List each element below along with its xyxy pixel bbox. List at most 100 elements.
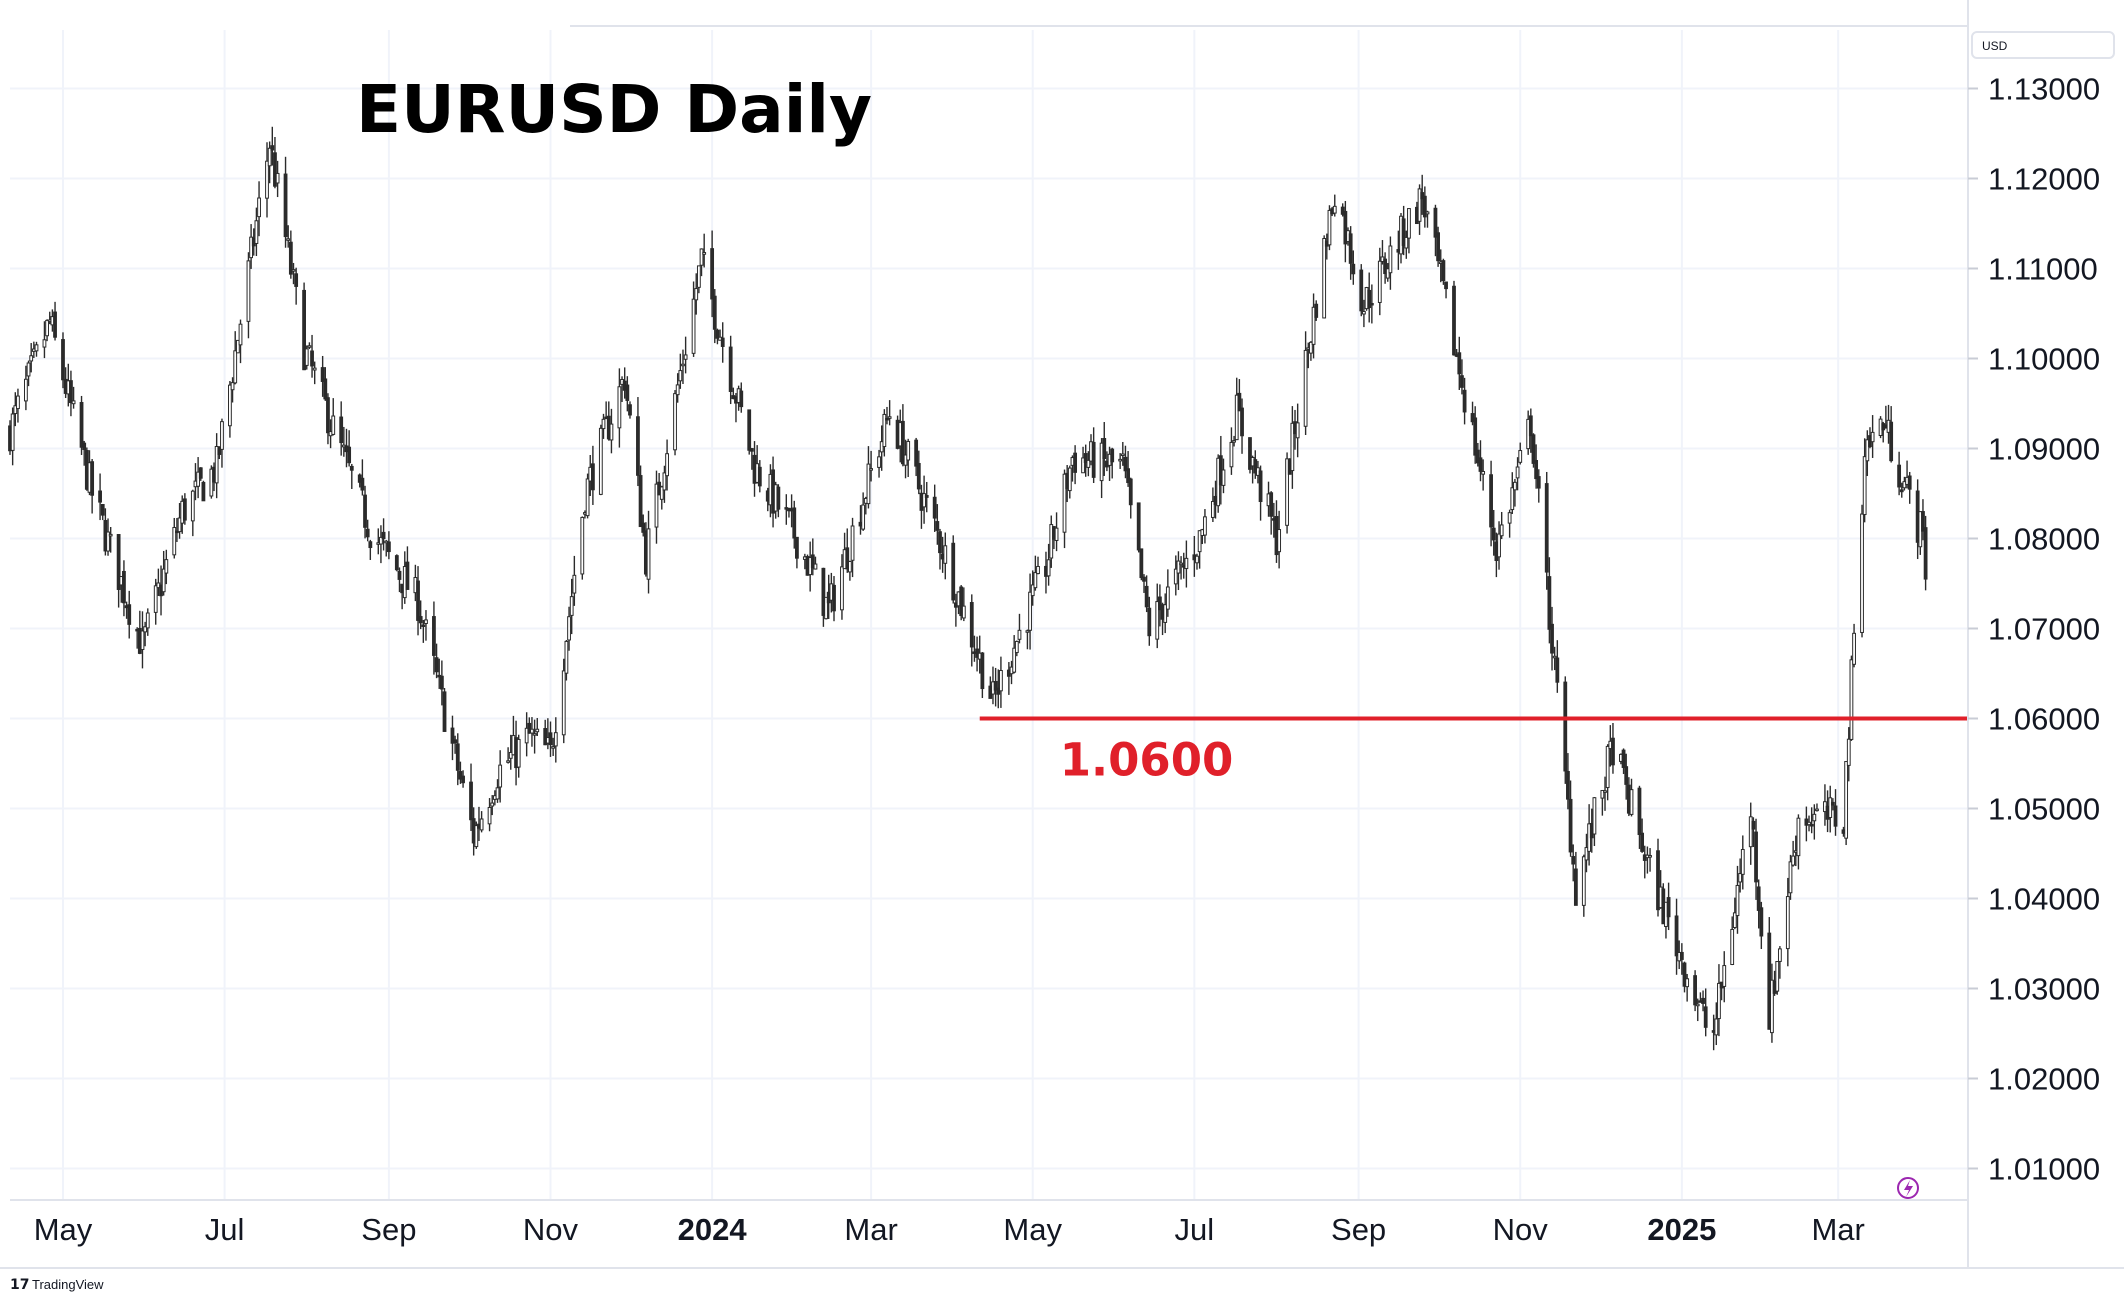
candle-body <box>257 197 261 218</box>
candle-body <box>1014 640 1019 654</box>
candle-body <box>1571 856 1576 865</box>
candle-body <box>1309 341 1313 354</box>
candle-body <box>331 415 336 435</box>
candle-body <box>434 657 439 673</box>
candle-body <box>1163 604 1168 623</box>
candle-body <box>1049 524 1054 559</box>
candle-body <box>1420 192 1425 200</box>
candle-body <box>1099 442 1104 482</box>
candle-body <box>702 252 707 255</box>
candle-body <box>143 626 148 633</box>
candle-body <box>1362 311 1366 315</box>
candle-body <box>69 380 73 404</box>
tradingview-logo[interactable]: 17 TradingView <box>10 1277 104 1293</box>
candle-body <box>320 367 325 382</box>
candle-body <box>866 463 871 505</box>
candle-body <box>580 516 585 575</box>
candle-body <box>1240 407 1244 437</box>
candle-body <box>1142 576 1146 582</box>
candle-body <box>1862 456 1867 516</box>
candle-body <box>845 547 850 570</box>
candle-body <box>304 348 309 366</box>
candle-body <box>1510 487 1515 511</box>
candle-body <box>1102 438 1107 460</box>
candle-body <box>1682 962 1687 987</box>
time-axis[interactable]: May Jul Sep Nov 2024 Mar May Jul Sep Nov 2025 Mar <box>34 1212 1865 1247</box>
candle-body <box>1777 948 1782 962</box>
candle-body <box>453 739 458 744</box>
candle-body <box>847 561 852 573</box>
candle-body <box>572 574 577 594</box>
lightning-icon[interactable] <box>1897 1177 1919 1199</box>
candle-body <box>90 461 95 496</box>
candle-body <box>850 525 855 561</box>
candle-body <box>1210 500 1215 518</box>
candle-body <box>61 339 65 381</box>
candle-body <box>1062 473 1067 533</box>
candle-body <box>1489 474 1493 528</box>
candle-body <box>214 445 219 484</box>
candle-body <box>1534 460 1539 480</box>
candle-body <box>906 440 911 461</box>
candle-body <box>1703 1006 1708 1028</box>
candle-body <box>368 541 373 549</box>
candle-body <box>1444 281 1448 290</box>
candle-body <box>439 675 444 690</box>
candle-body <box>106 531 110 552</box>
candle-body <box>1717 982 1721 1020</box>
candle-body <box>638 475 643 528</box>
candle-body <box>1815 808 1819 812</box>
candle-body <box>490 802 495 807</box>
candle-body <box>747 409 752 451</box>
candle-body <box>1833 805 1838 827</box>
candle-body <box>585 478 590 517</box>
candle-body <box>1173 568 1178 585</box>
candle-body <box>598 427 603 495</box>
candle-series[interactable] <box>8 126 1928 1051</box>
candle-body <box>469 781 473 821</box>
candle-body <box>1417 188 1422 222</box>
x-tick-label: May <box>34 1212 93 1247</box>
candle-body <box>1788 861 1793 894</box>
candle-body <box>832 584 836 612</box>
currency-label-box[interactable] <box>1971 31 2115 59</box>
candle-body <box>386 541 391 553</box>
candle-body <box>1407 208 1411 239</box>
candle-body <box>1693 975 1697 1006</box>
candle-body <box>506 760 511 763</box>
candle-body <box>553 732 558 747</box>
candle-body <box>294 273 299 287</box>
candle-body <box>1730 928 1735 965</box>
candle-body <box>1385 268 1390 279</box>
candle-body <box>1179 562 1183 566</box>
x-tick-label: Nov <box>1493 1212 1549 1247</box>
candle-body <box>198 467 203 479</box>
candle-body <box>1573 868 1578 906</box>
y-tick-label: 1.01000 <box>1988 1152 2100 1187</box>
candle-body <box>1110 448 1115 463</box>
candle-body <box>1552 655 1557 659</box>
tradingview-logo-mark: 17 <box>10 1277 29 1293</box>
candle-body <box>508 751 513 759</box>
candle-body <box>961 605 966 619</box>
annotation-layer[interactable]: 1.0600 <box>979 716 1968 787</box>
x-tick-label: May <box>1003 1212 1062 1247</box>
candle-body <box>1017 629 1022 640</box>
price-axis[interactable]: 1.13000 1.12000 1.11000 1.10000 1.09000 1.080… <box>1968 72 2100 1187</box>
candle-body <box>487 806 492 825</box>
candle-body <box>959 586 964 617</box>
candle-body <box>1846 738 1851 766</box>
y-tick-label: 1.04000 <box>1988 882 2100 917</box>
candle-body <box>1759 907 1764 937</box>
candle-body <box>379 536 383 545</box>
candle-body <box>161 568 166 593</box>
candle-body <box>683 354 688 360</box>
candle-body <box>1921 511 1925 532</box>
candle-body <box>1497 533 1501 558</box>
candle-body <box>1197 530 1202 553</box>
candle-body <box>1165 586 1170 610</box>
candle-body <box>1237 392 1242 412</box>
candle-body <box>924 495 929 498</box>
candle-body <box>1701 997 1705 1004</box>
